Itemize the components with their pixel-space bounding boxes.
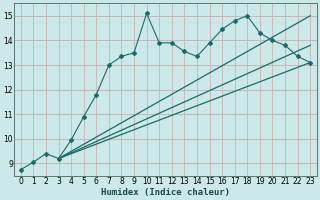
X-axis label: Humidex (Indice chaleur): Humidex (Indice chaleur) [101, 188, 230, 197]
